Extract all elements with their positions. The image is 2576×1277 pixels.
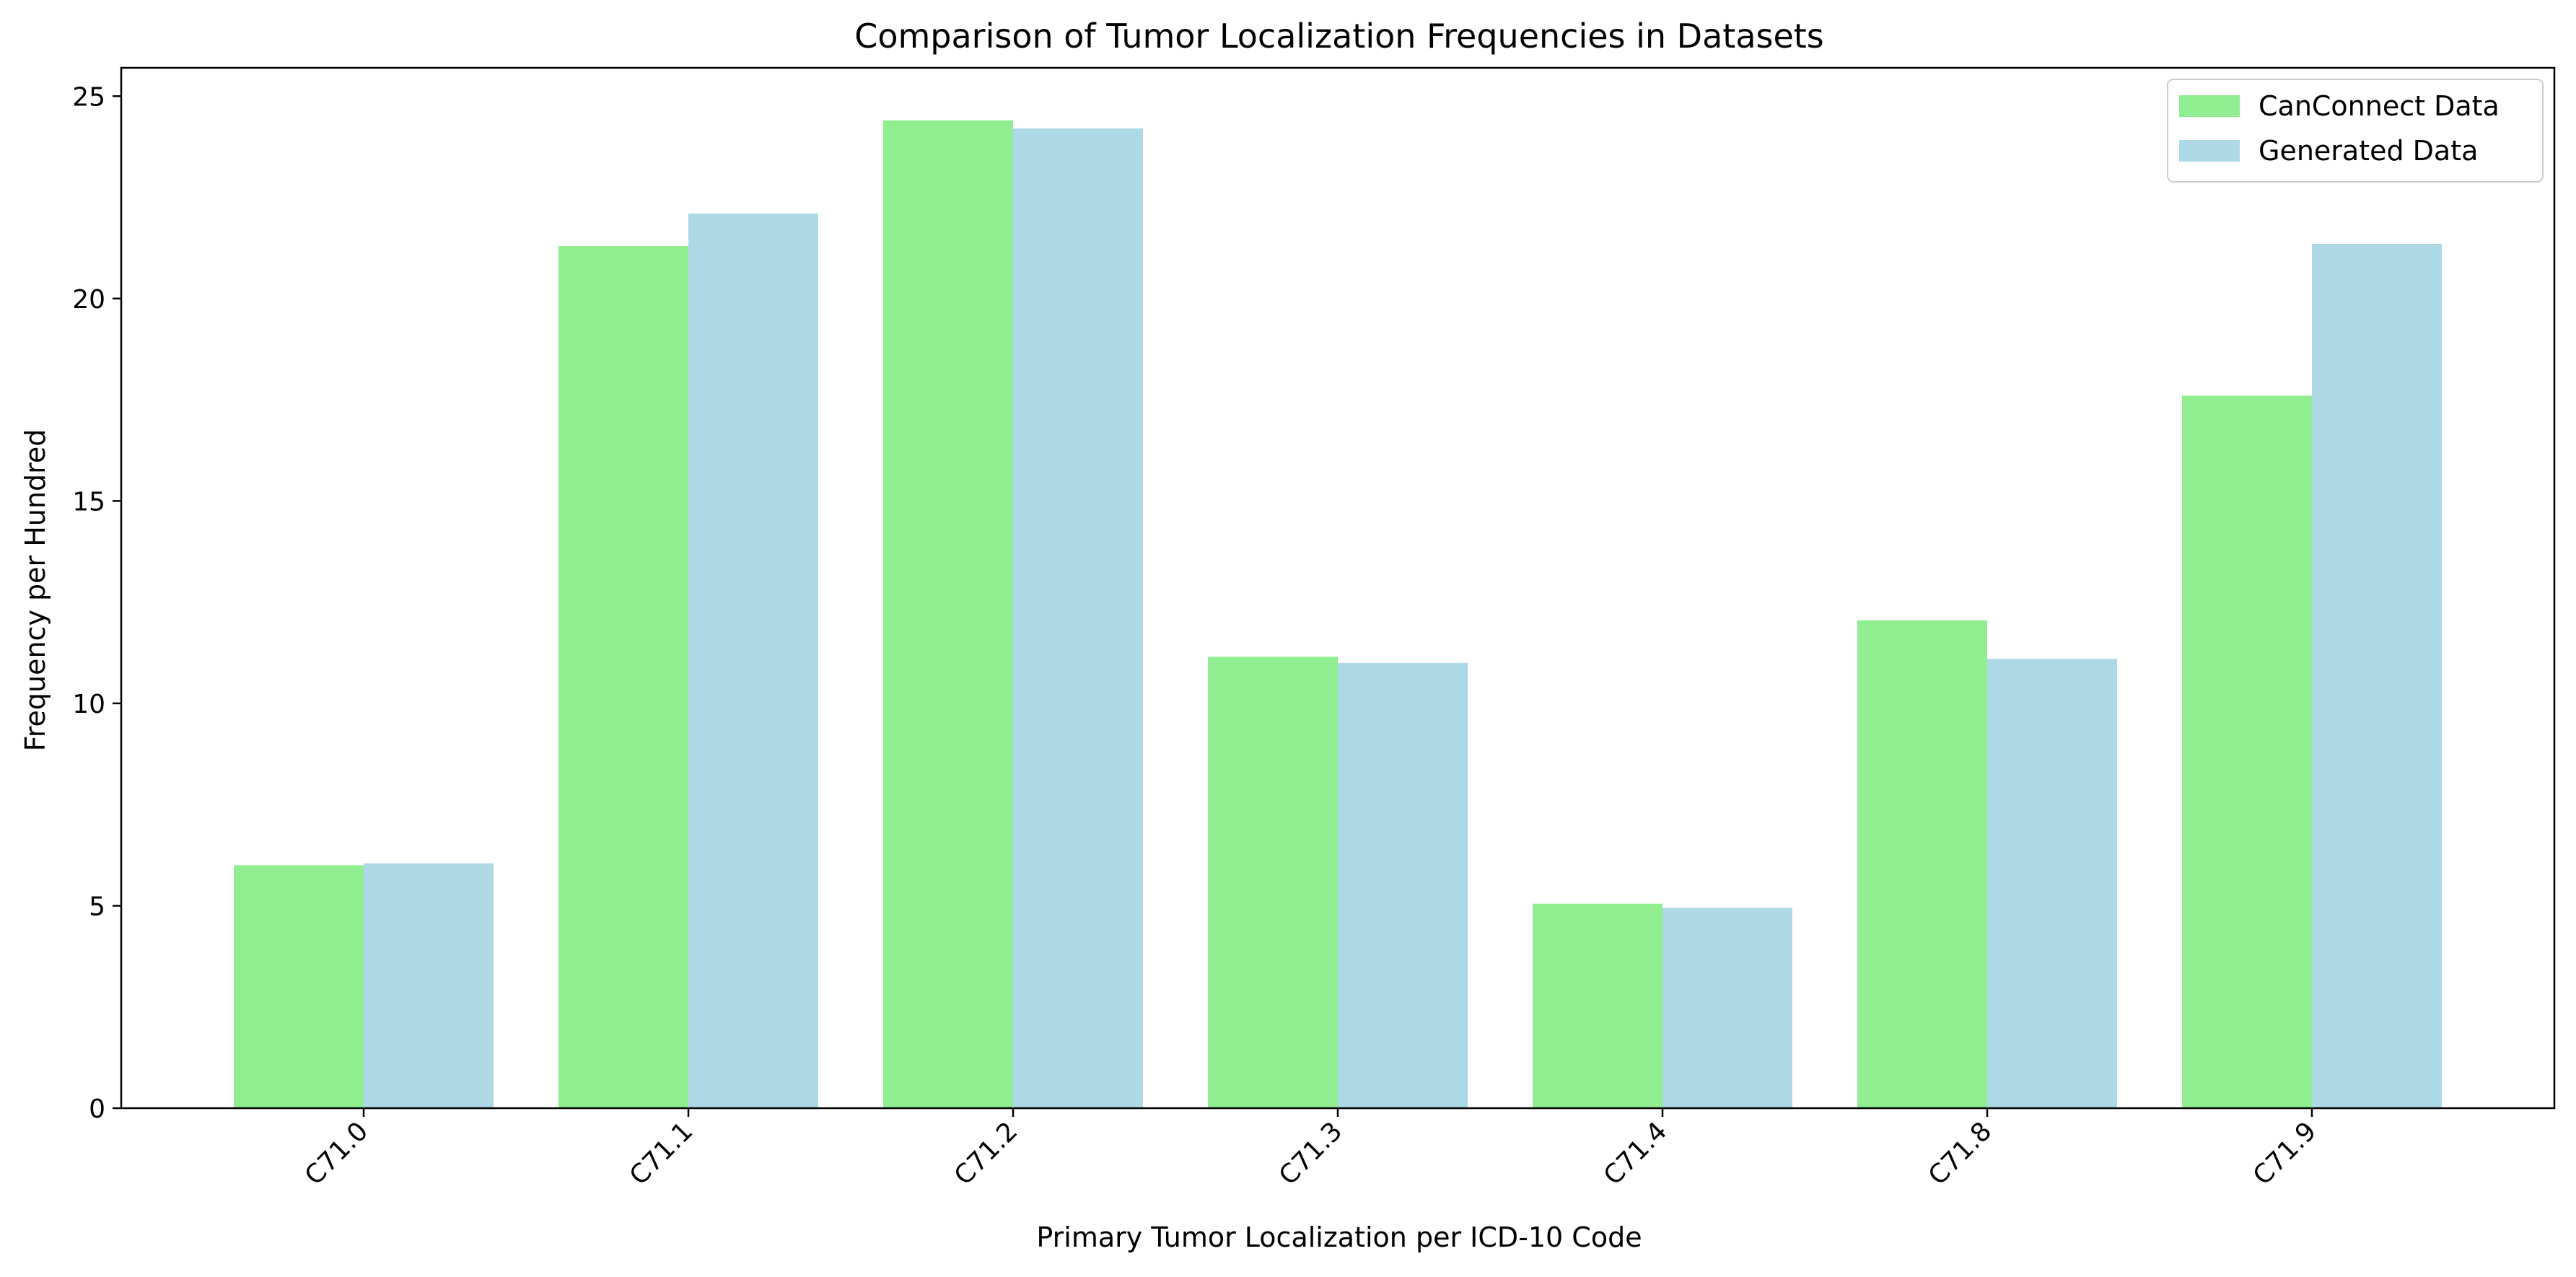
y-axis-label: Frequency per Hundred	[19, 429, 51, 752]
legend-label-canconnect: CanConnect Data	[2259, 90, 2500, 122]
bar-generated-C71.0	[364, 863, 494, 1108]
bar-canconnect-C71.8	[1857, 620, 1987, 1108]
legend-swatch-canconnect	[2179, 95, 2240, 117]
y-tick-label: 15	[72, 487, 105, 517]
x-tick-label-C71.9: C71.9	[2248, 1116, 2322, 1190]
x-tick-label-C71.2: C71.2	[949, 1116, 1023, 1190]
bar-generated-C71.2	[1013, 128, 1143, 1108]
legend: CanConnect Data Generated Data	[2167, 79, 2544, 183]
x-tick-label-C71.3: C71.3	[1274, 1116, 1348, 1190]
y-tick-label: 0	[89, 1094, 105, 1124]
x-tick-label-C71.0: C71.0	[299, 1116, 374, 1190]
y-tick-label: 10	[72, 690, 105, 719]
legend-label-generated: Generated Data	[2259, 135, 2478, 167]
legend-box	[2167, 79, 2544, 183]
legend-swatch-generated	[2179, 140, 2240, 162]
bar-canconnect-C71.4	[1533, 903, 1662, 1108]
y-tick-label: 20	[72, 285, 105, 315]
bar-generated-C71.4	[1662, 908, 1792, 1108]
chart-title: Comparison of Tumor Localization Frequen…	[854, 17, 1824, 56]
x-axis-label: Primary Tumor Localization per ICD-10 Co…	[1036, 1221, 1642, 1253]
x-tick-label-C71.4: C71.4	[1598, 1116, 1673, 1190]
bar-generated-C71.8	[1987, 659, 2117, 1108]
bar-canconnect-C71.0	[234, 865, 364, 1108]
bar-canconnect-C71.3	[1208, 657, 1338, 1108]
y-tick-label: 5	[89, 892, 105, 921]
bar-canconnect-C71.1	[558, 245, 688, 1108]
bar-generated-C71.3	[1338, 662, 1468, 1108]
bar-generated-C71.1	[688, 213, 818, 1109]
bar-canconnect-C71.2	[883, 120, 1013, 1108]
bar-generated-C71.9	[2312, 244, 2442, 1108]
bar-canconnect-C71.9	[2182, 395, 2312, 1108]
bars-layer	[234, 120, 2442, 1109]
y-tick-label: 25	[72, 82, 105, 112]
x-tick-label-C71.8: C71.8	[1923, 1116, 1997, 1190]
x-tick-label-C71.1: C71.1	[624, 1116, 698, 1190]
